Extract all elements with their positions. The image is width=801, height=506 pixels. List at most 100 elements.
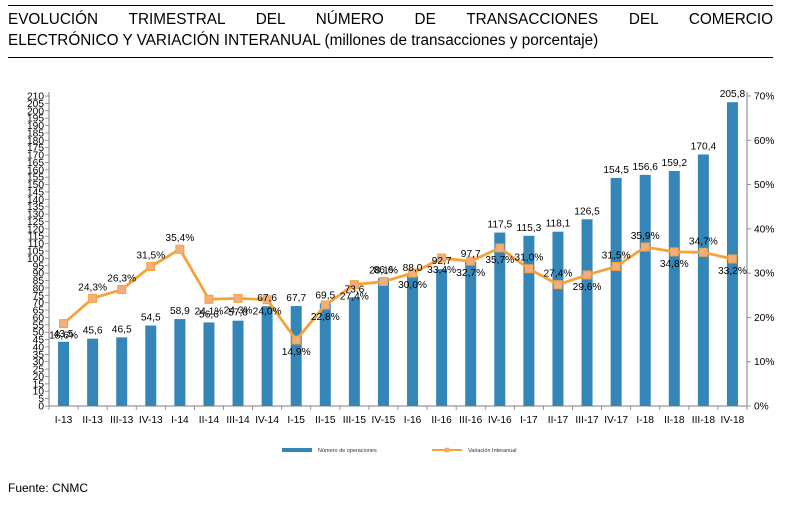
x-tick-label: IV-16 (488, 415, 512, 426)
line-marker (117, 285, 127, 295)
x-tick-label: IV-18 (721, 415, 745, 426)
line-marker (233, 293, 243, 303)
x-tick-label: II-15 (315, 415, 336, 426)
line-value-label: 26,3% (107, 274, 136, 285)
legend-line-label: Variación Interanual (468, 448, 517, 454)
line-value-label: 27,4% (544, 269, 573, 280)
left-tick-label: 140 (27, 195, 44, 206)
line-value-label: 32,7% (456, 268, 485, 279)
line-marker (437, 253, 447, 263)
left-tick-label: 10 (33, 387, 45, 398)
x-tick-label: I-15 (287, 415, 305, 426)
legend-bar-label: Número de operaciones (318, 448, 377, 454)
left-tick-label: 0 (38, 402, 44, 413)
bar-value-label: 97,7 (461, 249, 481, 260)
left-tick-label: 190 (27, 121, 44, 132)
line-marker (495, 243, 505, 253)
left-tick-label: 40 (33, 342, 45, 353)
line-marker (146, 262, 156, 271)
legend-line-marker (444, 447, 450, 453)
line-marker (291, 335, 301, 345)
line-value-label: 35,4% (165, 233, 194, 244)
x-tick-label: IV-15 (372, 415, 396, 426)
bar-value-label: 88,0 (403, 263, 423, 274)
x-tick-label: I-16 (404, 415, 422, 426)
bar-value-label: 126,5 (574, 206, 600, 217)
x-tick-label: I-14 (171, 415, 189, 426)
left-tick-label: 95 (33, 261, 45, 272)
bar-value-label: 43,5 (54, 329, 74, 340)
line-marker (378, 277, 388, 287)
left-tick-label: 70 (33, 298, 45, 309)
bar (58, 341, 70, 406)
left-tick-label: 205 (27, 99, 44, 110)
bar-value-label: 205,8 (720, 89, 746, 100)
axes: 0510152025303540455055606570758085909510… (27, 92, 774, 427)
bar-value-label: 86,6 (374, 265, 394, 276)
line-marker (640, 242, 650, 252)
bar (261, 306, 273, 406)
bar (523, 235, 535, 406)
right-tick-label: 50% (754, 180, 774, 191)
bar-value-label: 67,6 (257, 293, 277, 304)
line-value-label: 31,5% (602, 251, 631, 262)
line-marker (175, 244, 185, 254)
left-tick-label: 180 (27, 136, 44, 147)
bar (610, 177, 622, 406)
bar-value-label: 115,3 (517, 223, 542, 234)
left-tick-label: 50 (33, 328, 45, 339)
line-marker (698, 247, 708, 257)
right-tick-label: 60% (754, 136, 774, 147)
bar-value-label: 45,6 (83, 326, 103, 337)
line-marker (88, 293, 98, 303)
line-value-label: 24,3% (224, 305, 253, 316)
left-tick-label: 55 (33, 320, 45, 331)
right-tick-label: 10% (754, 357, 774, 368)
x-tick-label: I-17 (520, 415, 538, 426)
line-marker (669, 247, 679, 257)
line-marker (408, 268, 418, 278)
line-value-label: 31,5% (136, 251, 165, 262)
bar-value-label: 67,7 (286, 293, 306, 304)
title-line-1: EVOLUCIÓN TRIMESTRAL DEL NÚMERO DE TRANS… (8, 11, 773, 28)
bar (407, 276, 419, 406)
x-tick-label: III-18 (692, 415, 716, 426)
legend: Número de operaciones Variación Interanua… (282, 447, 517, 454)
left-tick-label: 20 (33, 372, 45, 383)
line-value-label: 27,4% (340, 292, 369, 303)
bar (465, 261, 477, 406)
left-tick-label: 115 (28, 232, 45, 243)
x-tick-label: II-14 (199, 415, 220, 426)
line-value-label: 34,8% (660, 259, 689, 270)
left-tick-label: 185 (27, 128, 44, 139)
x-tick-label: II-17 (548, 415, 569, 426)
left-tick-label: 90 (33, 269, 45, 280)
line-value-label: 14,9% (282, 347, 311, 358)
bar-value-label: 156,6 (632, 162, 658, 173)
bar (348, 297, 360, 406)
x-tick-label: II-13 (82, 415, 103, 426)
line-marker (466, 256, 476, 266)
title-rule-bottom (8, 57, 773, 58)
x-tick-label: III-13 (110, 415, 134, 426)
bar-value-label: 118,1 (546, 219, 571, 230)
title-line-2: ELECTRÓNICO Y VARIACIÓN INTERANUAL (mill… (8, 30, 773, 51)
bar (436, 269, 448, 406)
title-unit-part: (millones de transacciones y porcentaje) (320, 32, 599, 49)
bar-value-label: 117,5 (487, 220, 512, 231)
right-tick-label: 0% (754, 402, 769, 413)
left-tick-label: 45 (33, 335, 45, 346)
left-tick-label: 210 (27, 92, 44, 103)
left-tick-label: 30 (33, 357, 45, 368)
line-value-label: 33,2% (718, 266, 747, 277)
x-tick-label: II-18 (664, 415, 685, 426)
bar (377, 278, 389, 406)
line-value-label: 34,7% (689, 236, 718, 247)
line-marker (59, 319, 69, 329)
bar (726, 102, 738, 406)
x-tick-label: IV-14 (255, 415, 279, 426)
left-tick-label: 100 (27, 254, 44, 265)
left-tick-label: 135 (27, 202, 44, 213)
left-tick-label: 130 (27, 210, 44, 221)
bar (290, 306, 302, 406)
